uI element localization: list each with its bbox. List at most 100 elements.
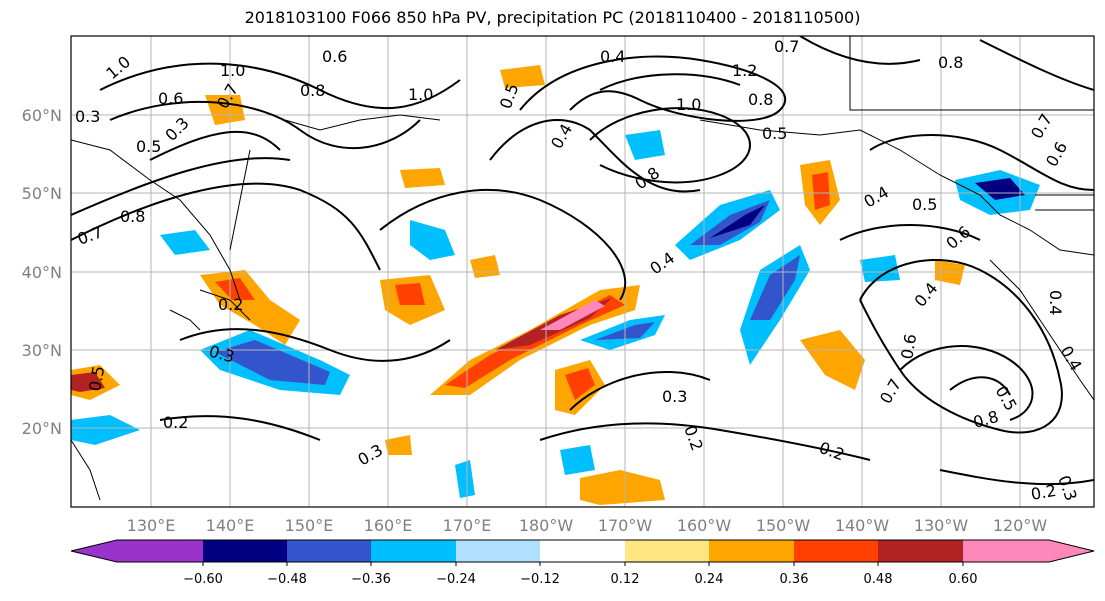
latitude-labels: 60°N 50°N 40°N 30°N 20°N	[22, 106, 62, 438]
contour-label: 0.2	[1029, 481, 1057, 504]
lon-label: 160°W	[677, 516, 732, 535]
colorbar-cell	[540, 540, 625, 562]
colorbar-outline	[70, 539, 1095, 563]
colorbar-tick-label: −0.48	[267, 572, 307, 587]
colorbar-cell	[794, 540, 878, 562]
lon-label: 140°E	[206, 516, 255, 535]
lon-label: 130°W	[914, 516, 969, 535]
contour-label: 1.0	[220, 61, 245, 80]
contour-label: 0.4	[600, 47, 625, 66]
contour-label: 0.4	[1057, 343, 1086, 375]
contour-label: 0.4	[911, 279, 942, 311]
precip-positive-k	[470, 255, 500, 278]
contour-label: 0.3	[1054, 473, 1081, 503]
contour-label: 0.6	[322, 47, 347, 66]
lat-label: 40°N	[22, 263, 62, 282]
pv-contours	[71, 36, 1094, 486]
contour-label: 0.8	[938, 53, 963, 72]
precip-positive-h	[580, 470, 665, 505]
contour-label-layer: 1.0 1.0 0.6 0.8 0.6 0.5 0.3 1.0 0.5 0.4 …	[75, 37, 1086, 504]
precip-negative-a-max	[710, 205, 765, 238]
precip-positive-max	[540, 300, 605, 330]
colorbar-cell	[287, 540, 371, 562]
contour-label: 0.7	[876, 375, 905, 407]
colorbar-cell	[709, 540, 794, 562]
contour-label: 0.8	[120, 207, 145, 226]
contour-label: 0.2	[218, 295, 243, 314]
precip-negative-a-core	[690, 200, 770, 245]
colorbar-cell	[625, 540, 709, 562]
precip-negative-k	[560, 445, 595, 475]
colorbar-tick-label: −0.24	[436, 572, 476, 587]
contour-label: 0.3	[75, 107, 100, 126]
contour-label: 0.3	[355, 440, 387, 469]
lon-label: 130°E	[127, 516, 176, 535]
contour-label: 0.4	[646, 248, 678, 278]
precip-negative-i	[860, 255, 900, 282]
contour-label: 0.5	[136, 137, 161, 156]
lat-label: 50°N	[22, 184, 62, 203]
precip-positive-n	[500, 65, 545, 88]
contour-label: 0.5	[762, 124, 787, 143]
precip-negative-j	[71, 415, 140, 445]
colorbar-tick-label: 0.24	[695, 572, 724, 587]
precip-negative-b-core	[750, 255, 800, 320]
precip-negative-h	[160, 230, 210, 255]
colorbar-tick-label: −0.36	[351, 572, 391, 587]
colorbar-extend-high	[1049, 540, 1094, 562]
precip-positive-g-core	[565, 368, 595, 400]
lon-label: 170°W	[598, 516, 653, 535]
colorbar-cell	[371, 540, 456, 562]
lon-label: 180°W	[519, 516, 574, 535]
contour-label: 0.6	[158, 89, 183, 108]
colorbar-cell	[963, 540, 1049, 562]
contour-label: 0.4	[1046, 290, 1065, 315]
lon-label: 160°E	[364, 516, 413, 535]
lon-label: 120°W	[993, 516, 1048, 535]
lon-label: 140°W	[835, 516, 890, 535]
colorbar-cell	[117, 540, 203, 562]
longitude-labels: 130°E 140°E 150°E 160°E 170°E 180°W 170°…	[127, 516, 1048, 535]
precip-negative-l	[455, 460, 475, 498]
contour-label: 0.5	[85, 364, 108, 392]
precip-positive-e-core	[812, 172, 830, 210]
colorbar-cell	[878, 540, 963, 562]
precip-negative-g	[625, 130, 665, 160]
contour-label: 0.6	[942, 222, 974, 253]
colorbar-tick-label: −0.12	[520, 572, 560, 587]
contour-label: 0.4	[547, 120, 576, 152]
contour-label: 0.2	[163, 413, 188, 432]
precip-negative-c-core	[215, 340, 330, 385]
contour-label: 0.8	[748, 90, 773, 109]
contour-label: 0.7	[774, 37, 799, 56]
lon-label: 150°W	[756, 516, 811, 535]
colorbar-tick-label: 0.60	[949, 572, 978, 587]
lon-label: 150°E	[285, 516, 334, 535]
colorbar-tick-label: 0.36	[780, 572, 809, 587]
contour-label: 0.6	[897, 332, 920, 360]
contour-label: 0.8	[300, 81, 325, 100]
lat-label: 60°N	[22, 106, 62, 125]
contour-label: 0.2	[817, 438, 847, 465]
contour-label: 1.0	[676, 95, 701, 114]
contour-label: 0.3	[662, 387, 687, 406]
lat-label: 30°N	[22, 341, 62, 360]
contour-label: 0.6	[1042, 138, 1071, 170]
contour-label: 0.3	[161, 113, 192, 144]
colorbar-cell	[203, 540, 287, 562]
precip-negative-f	[410, 220, 455, 260]
lat-label: 20°N	[22, 419, 62, 438]
precip-positive-f	[800, 330, 865, 390]
graticule	[71, 36, 1094, 507]
lon-label: 170°E	[443, 516, 492, 535]
colorbar-tick-label: 0.12	[611, 572, 640, 587]
colorbar: −0.60 −0.48 −0.36 −0.24 −0.12 0.12 0.24 …	[70, 539, 1095, 587]
colorbar-tick-label: 0.48	[864, 572, 893, 587]
map-title: 2018103100 F066 850 hPa PV, precipitatio…	[244, 8, 861, 27]
precip-positive-d-core	[71, 372, 105, 392]
colorbar-cell	[456, 540, 540, 562]
contour-label: 1.2	[732, 61, 757, 80]
precip-positive-m	[385, 435, 412, 455]
colorbar-tick-label: −0.60	[183, 572, 223, 587]
